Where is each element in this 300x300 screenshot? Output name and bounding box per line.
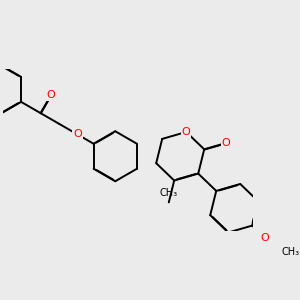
- Text: CH₃: CH₃: [160, 188, 178, 198]
- Text: O: O: [260, 233, 269, 243]
- Text: O: O: [73, 129, 82, 140]
- Text: O: O: [221, 138, 230, 148]
- Text: O: O: [182, 127, 190, 137]
- Text: CH₃: CH₃: [281, 247, 299, 256]
- Text: O: O: [47, 90, 56, 100]
